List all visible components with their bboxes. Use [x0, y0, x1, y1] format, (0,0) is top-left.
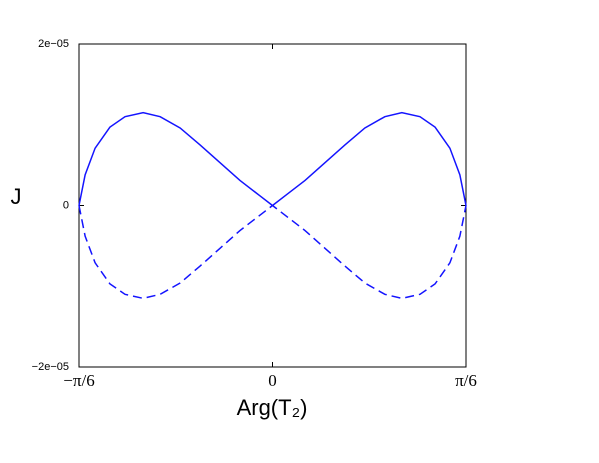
series-line [78, 111, 467, 207]
y-axis-label: J [11, 184, 22, 209]
x-tick-label: π/6 [455, 371, 477, 390]
y-tick-label: 2e−05 [38, 38, 69, 50]
x-tick-label: 0 [268, 371, 277, 390]
series-line [78, 204, 467, 300]
y-tick-label: 0 [63, 199, 69, 211]
y-tick-label: −2e−05 [32, 361, 69, 373]
x-tick-label: −π/6 [63, 371, 94, 390]
x-axis-label: Arg(T₂) [237, 395, 308, 420]
